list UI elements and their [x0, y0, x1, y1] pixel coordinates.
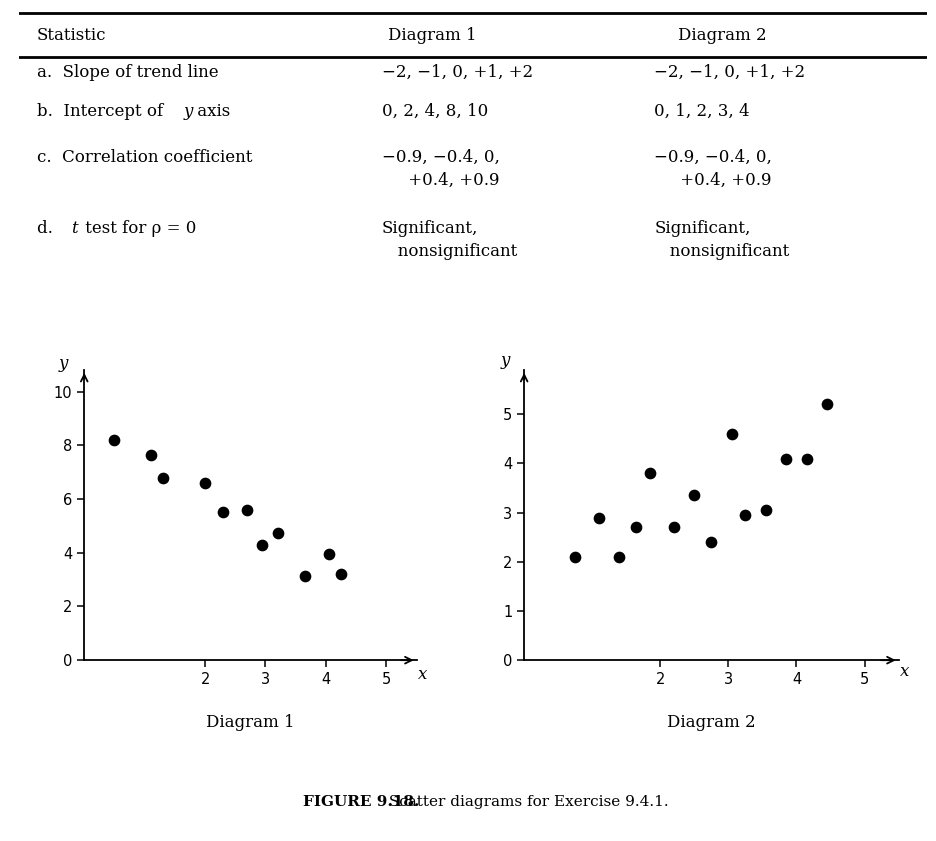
Text: test for ρ = 0: test for ρ = 0 — [80, 220, 197, 236]
Text: Diagram 2: Diagram 2 — [667, 714, 755, 731]
Point — [779, 452, 794, 465]
Text: y: y — [183, 103, 193, 120]
Text: FIGURE 9.18.: FIGURE 9.18. — [303, 795, 419, 809]
Text: d.: d. — [37, 220, 64, 236]
Point — [666, 521, 681, 534]
Text: Significant,
   nonsignificant: Significant, nonsignificant — [654, 220, 789, 260]
Point — [629, 521, 644, 534]
Text: c.  Correlation coefficient: c. Correlation coefficient — [37, 149, 253, 166]
Point — [724, 427, 739, 441]
Text: b.  Intercept of: b. Intercept of — [37, 103, 168, 120]
Point — [687, 489, 702, 502]
Text: Significant,
   nonsignificant: Significant, nonsignificant — [382, 220, 517, 260]
Text: t: t — [71, 220, 78, 236]
Text: a.  Slope of trend line: a. Slope of trend line — [37, 64, 218, 81]
Point — [333, 568, 348, 581]
Point — [738, 508, 753, 521]
Point — [568, 550, 583, 563]
Point — [215, 505, 230, 519]
Text: x: x — [417, 666, 427, 684]
Point — [612, 550, 627, 563]
Text: 0, 1, 2, 3, 4: 0, 1, 2, 3, 4 — [654, 103, 750, 120]
Text: Scatter diagrams for Exercise 9.4.1.: Scatter diagrams for Exercise 9.4.1. — [384, 795, 668, 809]
Text: Diagram 2: Diagram 2 — [678, 27, 767, 44]
Point — [197, 476, 212, 489]
Text: Diagram 1: Diagram 1 — [388, 27, 476, 44]
Text: x: x — [899, 663, 909, 680]
Point — [704, 536, 719, 549]
Point — [321, 547, 336, 561]
Text: 0, 2, 4, 8, 10: 0, 2, 4, 8, 10 — [382, 103, 489, 120]
Text: y: y — [501, 352, 510, 368]
Text: axis: axis — [192, 103, 230, 120]
Text: Statistic: Statistic — [37, 27, 107, 44]
Text: −0.9, −0.4, 0,
     +0.4, +0.9: −0.9, −0.4, 0, +0.4, +0.9 — [654, 149, 772, 189]
Point — [592, 510, 607, 524]
Point — [271, 526, 285, 539]
Text: −2, −1, 0, +1, +2: −2, −1, 0, +1, +2 — [382, 64, 533, 81]
Point — [143, 448, 158, 462]
Point — [107, 433, 122, 447]
Text: Diagram 1: Diagram 1 — [206, 714, 295, 731]
Text: −2, −1, 0, +1, +2: −2, −1, 0, +1, +2 — [654, 64, 805, 81]
Point — [255, 538, 270, 552]
Point — [240, 503, 255, 516]
Point — [758, 504, 773, 517]
Point — [643, 467, 658, 480]
Point — [799, 452, 814, 465]
Point — [298, 569, 313, 582]
Text: y: y — [58, 355, 67, 372]
Point — [820, 398, 835, 411]
Text: −0.9, −0.4, 0,
     +0.4, +0.9: −0.9, −0.4, 0, +0.4, +0.9 — [382, 149, 500, 189]
Point — [155, 471, 170, 484]
